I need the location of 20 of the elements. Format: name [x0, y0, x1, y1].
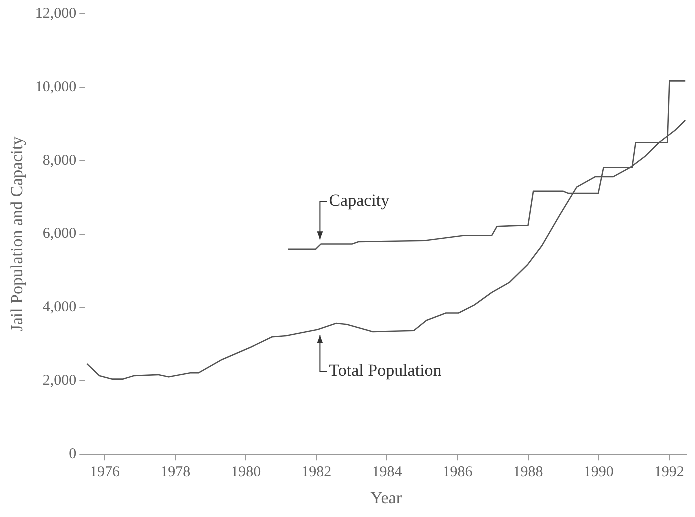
annotation: Capacity	[329, 191, 390, 210]
y-axis-title: Jail Population and Capacity	[8, 136, 27, 332]
y-tick-label: 8,000	[42, 152, 77, 169]
y-tick-label: 12,000	[35, 6, 77, 22]
x-tick-label: 1976	[90, 464, 121, 481]
x-tick-label: 1978	[160, 464, 191, 481]
x-tick-label: 1982	[302, 464, 332, 481]
y-tick-label: 0	[69, 446, 77, 463]
x-tick-label: 1988	[513, 464, 544, 481]
x-tick-label: 1992	[654, 464, 684, 481]
y-tick-label: 2,000	[42, 373, 77, 390]
x-tick-label: 1984	[372, 464, 403, 481]
x-tick-label: 1980	[231, 464, 262, 481]
x-tick-label: 1990	[584, 464, 614, 481]
x-tick-label: 1986	[442, 464, 474, 481]
y-tick-label: 10,000	[35, 79, 77, 96]
y-tick-label: 6,000	[42, 226, 77, 242]
annotation: Total Population	[329, 360, 442, 380]
y-tick-label: 4,000	[42, 300, 77, 316]
x-axis-title: Year	[370, 488, 402, 508]
